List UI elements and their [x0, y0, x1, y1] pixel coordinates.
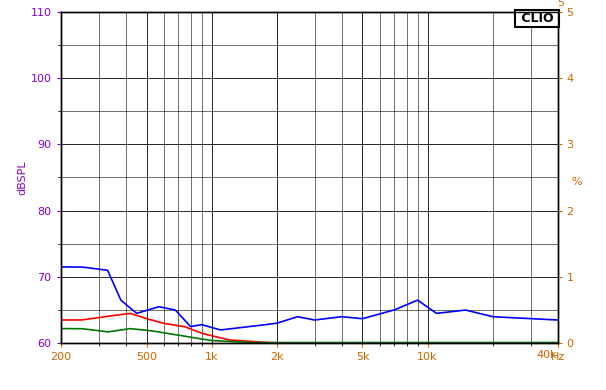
Text: 5: 5 [558, 0, 565, 8]
Y-axis label: dBSPL: dBSPL [18, 160, 28, 195]
Y-axis label: %: % [571, 177, 582, 188]
Text: 40k: 40k [537, 350, 558, 360]
Text: CLIO: CLIO [516, 12, 558, 25]
